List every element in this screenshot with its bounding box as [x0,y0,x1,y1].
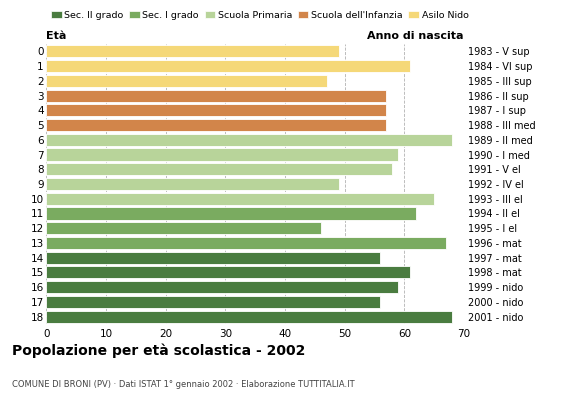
Bar [46,178,339,190]
Text: Età: Età [46,31,67,41]
Bar [46,222,321,234]
Bar [46,75,327,87]
Bar [46,193,434,205]
Bar [46,90,386,102]
Text: Popolazione per età scolastica - 2002: Popolazione per età scolastica - 2002 [12,344,305,358]
Bar [46,45,339,58]
Legend: Sec. II grado, Sec. I grado, Scuola Primaria, Scuola dell'Infanzia, Asilo Nido: Sec. II grado, Sec. I grado, Scuola Prim… [51,10,469,20]
Bar [46,252,380,264]
Bar [46,296,380,308]
Text: Anno di nascita: Anno di nascita [368,31,464,41]
Bar [46,60,410,72]
Bar [46,148,398,160]
Bar [46,310,452,323]
Text: COMUNE DI BRONI (PV) · Dati ISTAT 1° gennaio 2002 · Elaborazione TUTTITALIA.IT: COMUNE DI BRONI (PV) · Dati ISTAT 1° gen… [12,380,354,389]
Bar [46,281,398,293]
Bar [46,208,416,220]
Bar [46,163,393,175]
Bar [46,134,452,146]
Bar [46,119,386,131]
Bar [46,266,410,278]
Bar [46,104,386,116]
Bar [46,237,446,249]
